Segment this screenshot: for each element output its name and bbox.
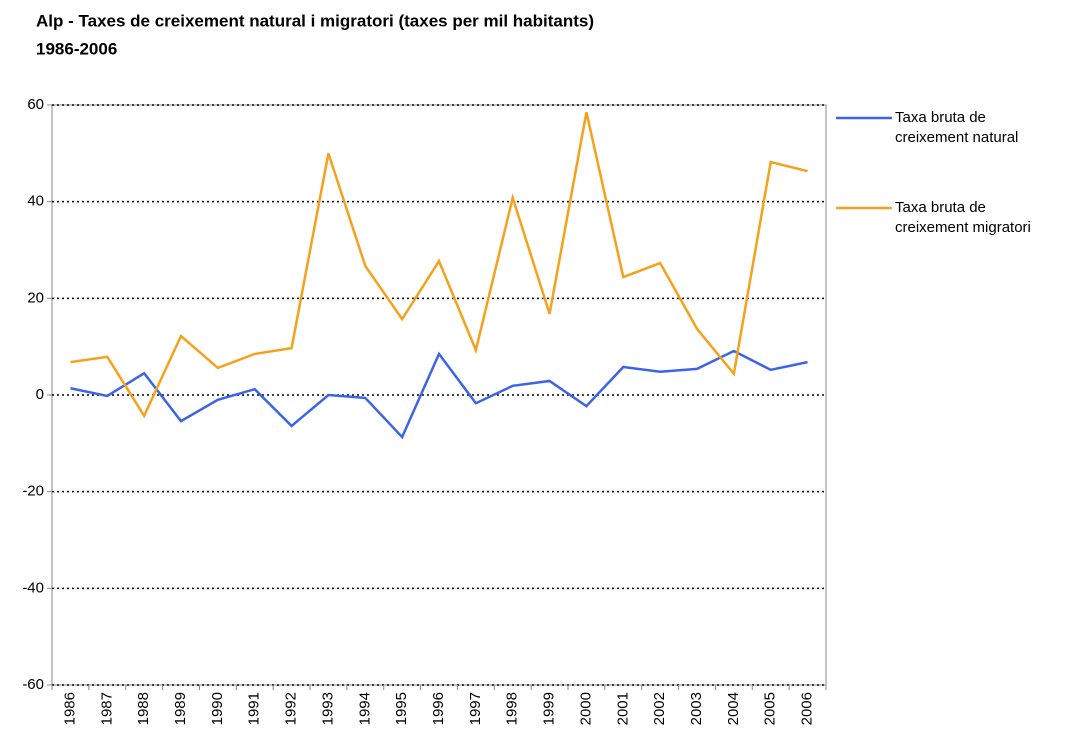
chart-title: Alp - Taxes de creixement natural i migr… <box>36 11 594 30</box>
x-tick-label: 1999 <box>541 692 558 725</box>
x-tick-label: 1989 <box>172 692 189 725</box>
x-tick-label: 2000 <box>577 692 594 725</box>
legend-label: Taxa bruta de creixement natural <box>895 109 1019 146</box>
chart-subtitle: 1986-2006 <box>36 39 117 58</box>
x-tick-label: 2001 <box>614 692 631 725</box>
y-tick-label: 0 <box>36 386 44 403</box>
x-tick-label: 1997 <box>467 692 484 725</box>
x-tick-label: 2005 <box>762 692 779 725</box>
x-tick-label: 1994 <box>356 692 373 725</box>
series-line <box>70 349 808 440</box>
y-tick-label: 40 <box>27 193 44 210</box>
x-tick-label: 1990 <box>209 692 226 725</box>
x-tick-label: 2003 <box>688 692 705 725</box>
x-tick-label: 1995 <box>393 692 410 725</box>
y-tick-label: -20 <box>22 483 44 500</box>
x-tick-label: 1993 <box>319 692 336 725</box>
x-tick-label: 1988 <box>135 692 152 725</box>
y-tick-label: 60 <box>27 96 44 113</box>
y-tick-label: 20 <box>27 289 44 306</box>
x-tick-label: 1987 <box>98 692 115 725</box>
x-tick-label: 2006 <box>799 692 816 725</box>
x-tick-label: 1992 <box>283 692 300 725</box>
series-line <box>70 111 808 419</box>
x-tick-label: 2002 <box>651 692 668 725</box>
x-tick-label: 2004 <box>725 692 742 725</box>
x-tick-label: 1998 <box>504 692 521 725</box>
x-tick-label: 1991 <box>246 692 263 725</box>
x-tick-label: 1996 <box>430 692 447 725</box>
y-tick-label: -40 <box>22 579 44 596</box>
x-tick-label: 1986 <box>61 692 78 725</box>
y-tick-label: -60 <box>22 676 44 693</box>
legend-label: Taxa bruta de creixement migratori <box>895 199 1031 236</box>
